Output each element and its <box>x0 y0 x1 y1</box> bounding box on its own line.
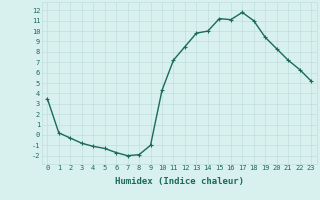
X-axis label: Humidex (Indice chaleur): Humidex (Indice chaleur) <box>115 177 244 186</box>
